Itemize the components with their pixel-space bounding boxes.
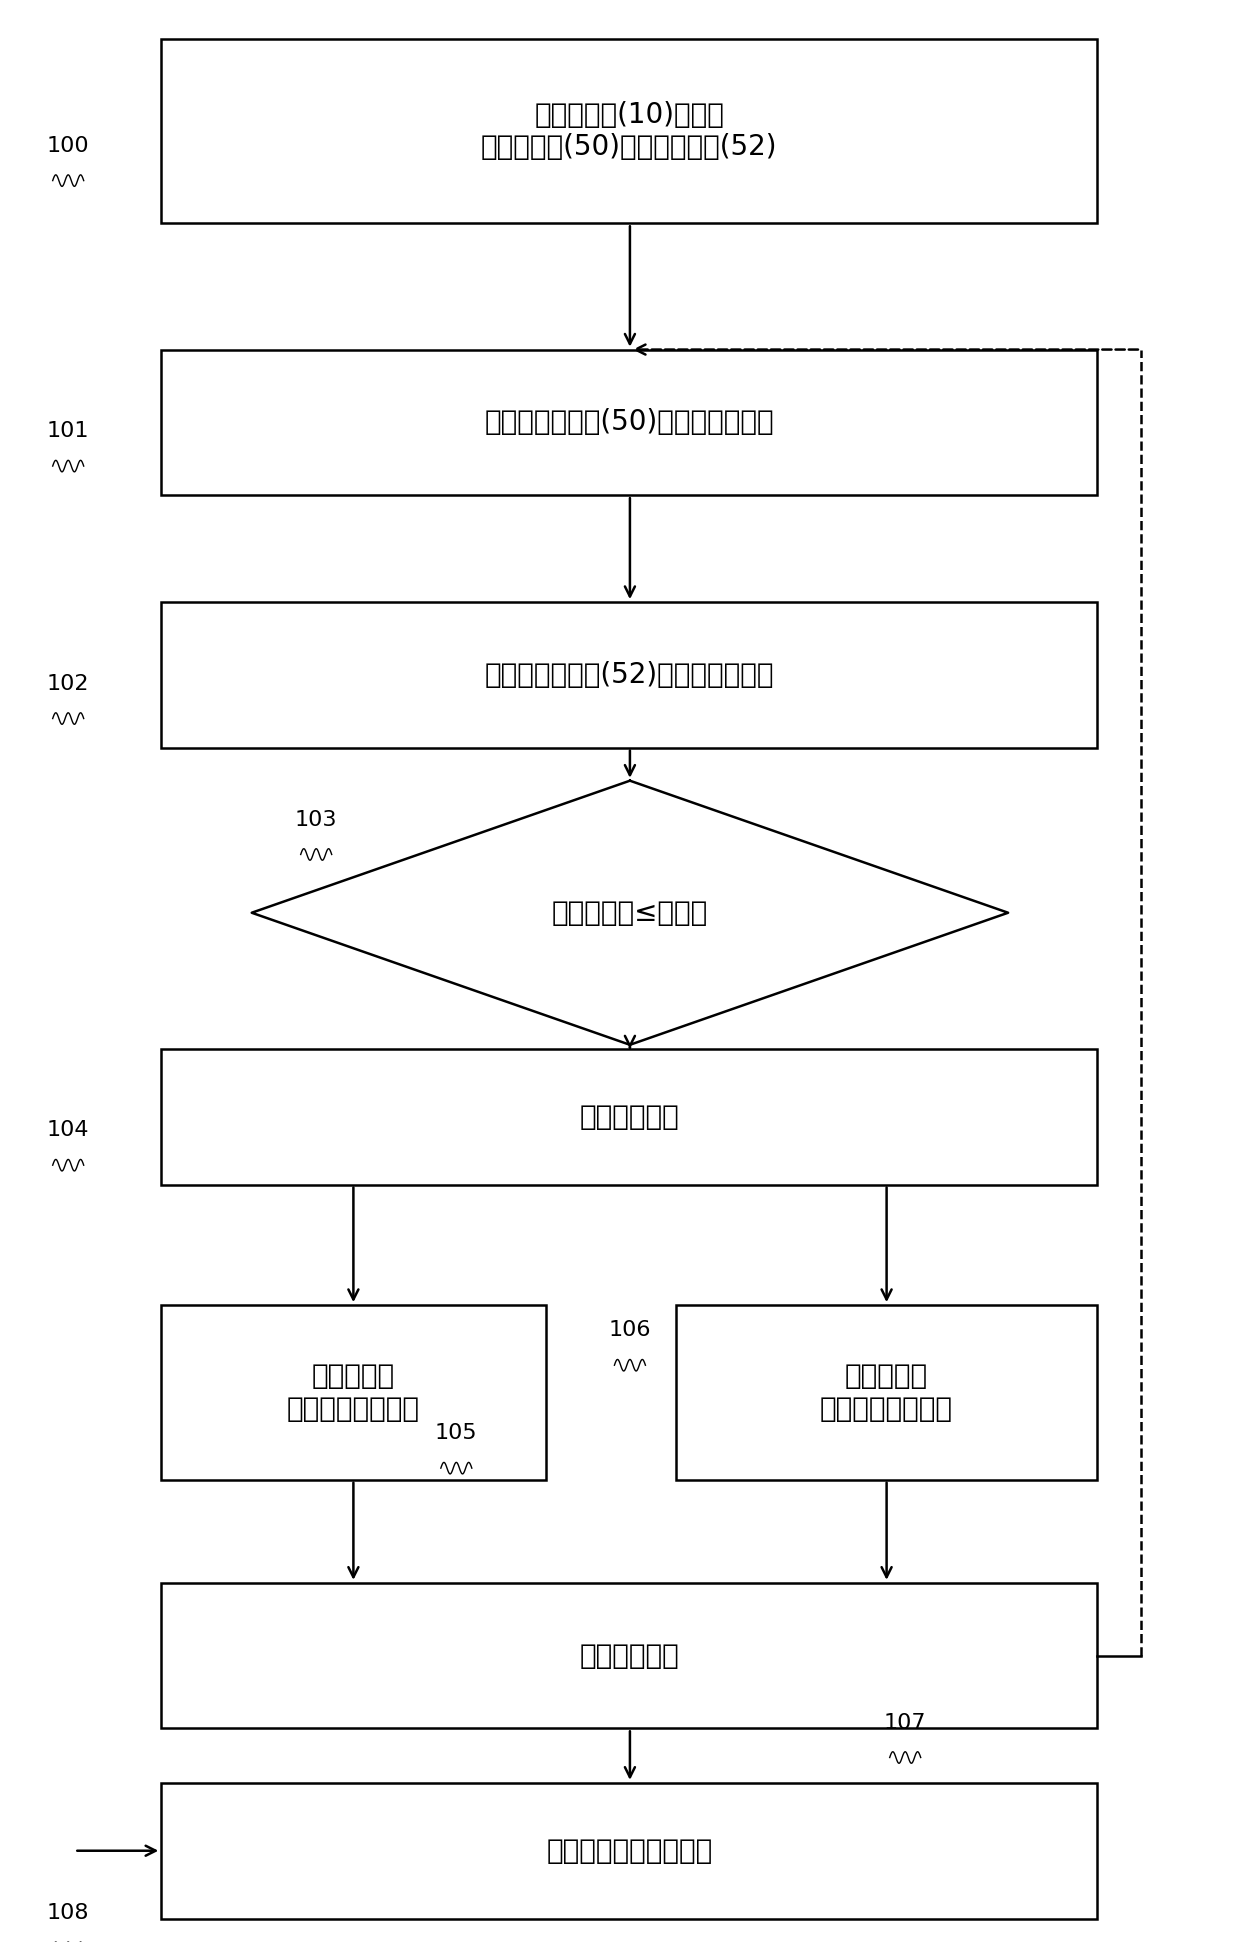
Text: 107: 107 [884,1713,926,1732]
Text: 104: 104 [47,1121,89,1140]
Text: 确定低张力
区域中的操纵变量: 确定低张力 区域中的操纵变量 [820,1361,954,1423]
Bar [676,1305,1097,1480]
Bar [161,1049,1097,1185]
Text: 确定高张力
区域中的操纵变量: 确定高张力 区域中的操纵变量 [286,1361,420,1423]
Bar [161,1783,1097,1919]
Text: 平坦度偏差≤期望値: 平坦度偏差≤期望値 [552,899,708,926]
Bar [161,39,1097,223]
Text: 103: 103 [295,810,337,829]
Text: 运行拉伸弯曲矫直装备: 运行拉伸弯曲矫直装备 [546,1837,713,1864]
Text: 将带状材料(10)供给到
高张力区域(50)和低张力区域(52): 将带状材料(10)供给到 高张力区域(50)和低张力区域(52) [481,101,777,161]
Bar [161,1583,1097,1728]
Text: 应用操纵变量: 应用操纵变量 [579,1641,680,1670]
Bar [161,350,1097,495]
Text: 100: 100 [47,136,89,155]
Text: 测量高张力区域(50)中的平坦度偏差: 测量高张力区域(50)中的平坦度偏差 [485,408,774,437]
Text: 108: 108 [47,1903,89,1923]
Text: 选择控制路径: 选择控制路径 [579,1103,680,1130]
Bar [161,1305,546,1480]
Text: 102: 102 [47,674,89,693]
Text: 测量低张力区域(52)中的平坦度偏差: 测量低张力区域(52)中的平坦度偏差 [485,660,774,689]
Text: 101: 101 [47,421,89,441]
Text: 105: 105 [435,1423,477,1443]
Bar [161,602,1097,748]
Text: 106: 106 [609,1321,651,1340]
